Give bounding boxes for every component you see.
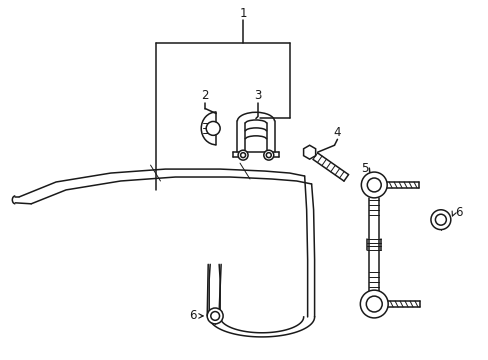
Circle shape <box>238 150 247 160</box>
Circle shape <box>360 290 387 318</box>
Text: 6: 6 <box>454 206 462 219</box>
Circle shape <box>263 150 273 160</box>
Circle shape <box>434 214 446 225</box>
Circle shape <box>207 308 223 324</box>
Text: 6: 6 <box>189 310 197 323</box>
Circle shape <box>266 153 271 158</box>
Circle shape <box>366 296 382 312</box>
Text: 1: 1 <box>239 7 246 20</box>
Circle shape <box>361 172 386 198</box>
Text: 2: 2 <box>201 89 208 102</box>
Text: 3: 3 <box>254 89 261 102</box>
Text: 4: 4 <box>333 126 341 139</box>
Circle shape <box>366 178 381 192</box>
Circle shape <box>240 153 245 158</box>
Circle shape <box>210 311 219 320</box>
Circle shape <box>206 121 220 135</box>
Text: 5: 5 <box>360 162 367 175</box>
Polygon shape <box>303 145 315 159</box>
Circle shape <box>430 210 450 230</box>
